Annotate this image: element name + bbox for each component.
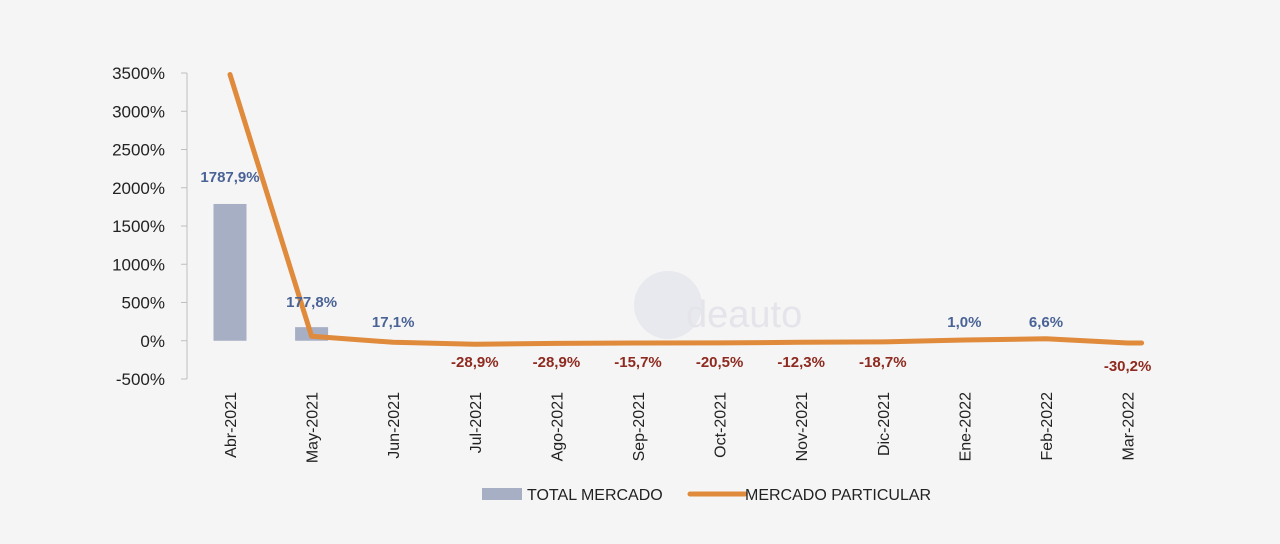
x-tick-label: May-2021 [305,392,322,463]
data-label: -28,9% [451,354,499,371]
line-mercado-particular [227,72,1145,347]
y-tick-label: 500% [122,294,165,313]
x-tick-label: Oct-2021 [713,392,730,458]
data-label: -18,7% [859,354,907,371]
data-label: 17,1% [372,314,415,331]
bar-total-mercado [213,203,247,341]
data-label: -28,9% [533,354,581,371]
legend-label-total-mercado: TOTAL MERCADO [527,487,663,504]
data-label: 1787,9% [200,169,259,186]
y-tick-label: 2500% [112,141,165,160]
watermark: deauto [634,271,802,339]
x-tick-label: Mar-2022 [1121,392,1138,461]
data-label: 177,8% [286,294,337,311]
x-tick-label: Jul-2021 [468,392,485,453]
x-tick-label: Dic-2021 [876,392,893,456]
x-tick-label: Abr-2021 [223,392,240,458]
watermark-text: deauto [686,294,802,336]
data-label: -15,7% [614,354,662,371]
x-tick-label: Ago-2021 [549,392,566,461]
data-label: -30,2% [1104,358,1152,375]
y-tick-label: -500% [116,370,165,389]
data-label: 6,6% [1029,314,1063,331]
y-tick-label: 3000% [112,102,165,121]
x-tick-label: Jun-2021 [386,392,403,459]
legend-label-mercado-particular: MERCADO PARTICULAR [745,487,931,504]
y-tick-label: 0% [140,332,165,351]
y-tick-label: 1000% [112,255,165,274]
y-tick-label: 2000% [112,179,165,198]
x-tick-label: Feb-2022 [1039,392,1056,461]
watermark-logo-icon [634,271,702,339]
y-tick-label: 1500% [112,217,165,236]
x-tick-label: Sep-2021 [631,392,648,461]
x-tick-label: Nov-2021 [794,392,811,461]
data-label: -12,3% [777,354,825,371]
y-tick-label: 3500% [112,64,165,83]
data-label: -20,5% [696,354,744,371]
legend-swatch-total-mercado [482,488,522,500]
x-tick-label: Ene-2022 [957,392,974,461]
data-label: 1,0% [947,314,981,331]
